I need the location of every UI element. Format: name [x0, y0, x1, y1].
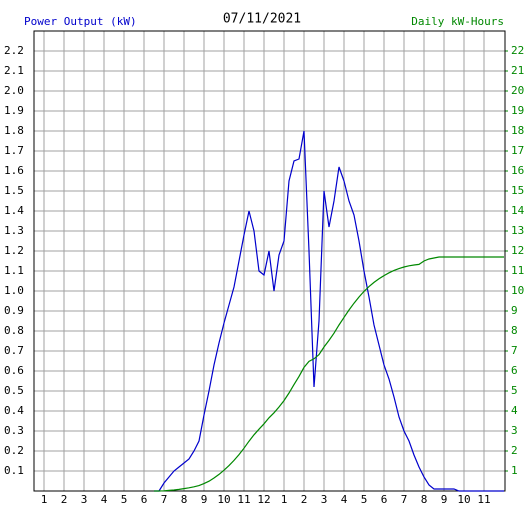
- y-tick-label: 1.6: [4, 164, 24, 177]
- x-tick-label: 2: [301, 493, 308, 506]
- y2-tick-label: 15: [511, 184, 524, 197]
- x-tick-label: 11: [477, 493, 490, 506]
- x-tick-label: 3: [321, 493, 328, 506]
- y-tick-label: 0.8: [4, 324, 24, 337]
- y-tick-label: 1.8: [4, 124, 24, 137]
- y-tick-label: 0.2: [4, 444, 24, 457]
- y2-tick-label: 1: [511, 464, 518, 477]
- y2-tick-label: 16: [511, 164, 524, 177]
- y2-tick-label: 12: [511, 244, 524, 257]
- x-tick-label: 6: [141, 493, 148, 506]
- y-tick-label: 1.3: [4, 224, 24, 237]
- x-tick-label: 4: [101, 493, 108, 506]
- y-tick-label: 1.4: [4, 204, 24, 217]
- y2-tick-label: 2: [511, 444, 518, 457]
- y2-tick-label: 22: [511, 44, 524, 57]
- y-tick-label: 1.0: [4, 284, 24, 297]
- y2-tick-label: 17: [511, 144, 524, 157]
- y2-tick-label: 10: [511, 284, 524, 297]
- y-tick-label: 0.1: [4, 464, 24, 477]
- x-tick-label: 6: [381, 493, 388, 506]
- x-tick-label: 2: [61, 493, 68, 506]
- y2-tick-label: 21: [511, 64, 524, 77]
- x-tick-label: 12: [257, 493, 270, 506]
- y-tick-label: 1.2: [4, 244, 24, 257]
- y-tick-label: 0.5: [4, 384, 24, 397]
- y-tick-label: 2.0: [4, 84, 24, 97]
- series-line: [154, 256, 504, 492]
- x-tick-label: 11: [237, 493, 250, 506]
- y-tick-label: 0.6: [4, 364, 24, 377]
- x-tick-label: 8: [421, 493, 428, 506]
- y-tick-label: 1.5: [4, 184, 24, 197]
- y2-tick-label: 9: [511, 304, 518, 317]
- plot-border: [33, 30, 506, 492]
- y2-tick-label: 8: [511, 324, 518, 337]
- y2-tick-label: 4: [511, 404, 518, 417]
- y2-tick-label: 11: [511, 264, 524, 277]
- x-tick-label: 8: [181, 493, 188, 506]
- y2-tick-label: 20: [511, 84, 524, 97]
- y2-tick-label: 13: [511, 224, 524, 237]
- x-tick-label: 10: [217, 493, 230, 506]
- series-line: [154, 130, 504, 492]
- y2-tick-label: 6: [511, 364, 518, 377]
- x-tick-label: 7: [161, 493, 168, 506]
- y-tick-label: 1.9: [4, 104, 24, 117]
- y-tick-label: 0.7: [4, 344, 24, 357]
- x-tick-label: 1: [41, 493, 48, 506]
- y2-tick-label: 7: [511, 344, 518, 357]
- x-tick-label: 4: [341, 493, 348, 506]
- chart-title: 07/11/2021: [223, 12, 301, 27]
- x-tick-label: 3: [81, 493, 88, 506]
- x-tick-label: 5: [121, 493, 128, 506]
- y-tick-label: 1.1: [4, 264, 24, 277]
- x-tick-label: 7: [401, 493, 408, 506]
- x-tick-label: 9: [441, 493, 448, 506]
- x-tick-label: 1: [281, 493, 288, 506]
- y-tick-label: 2.1: [4, 64, 24, 77]
- y2-tick-label: 19: [511, 104, 524, 117]
- y2-tick-label: 3: [511, 424, 518, 437]
- y-axis-label: Power Output (kW): [24, 15, 137, 28]
- x-tick-label: 9: [201, 493, 208, 506]
- x-tick-label: 10: [457, 493, 470, 506]
- y-tick-label: 0.3: [4, 424, 24, 437]
- y-tick-label: 0.4: [4, 404, 24, 417]
- y2-axis-label: Daily kW-Hours: [411, 15, 504, 28]
- y-tick-label: 1.7: [4, 144, 24, 157]
- y-tick-label: 2.2: [4, 44, 24, 57]
- y-tick-label: 0.9: [4, 304, 24, 317]
- y2-tick-label: 5: [511, 384, 518, 397]
- y2-tick-label: 14: [511, 204, 525, 217]
- x-tick-label: 5: [361, 493, 368, 506]
- y2-tick-label: 18: [511, 124, 524, 137]
